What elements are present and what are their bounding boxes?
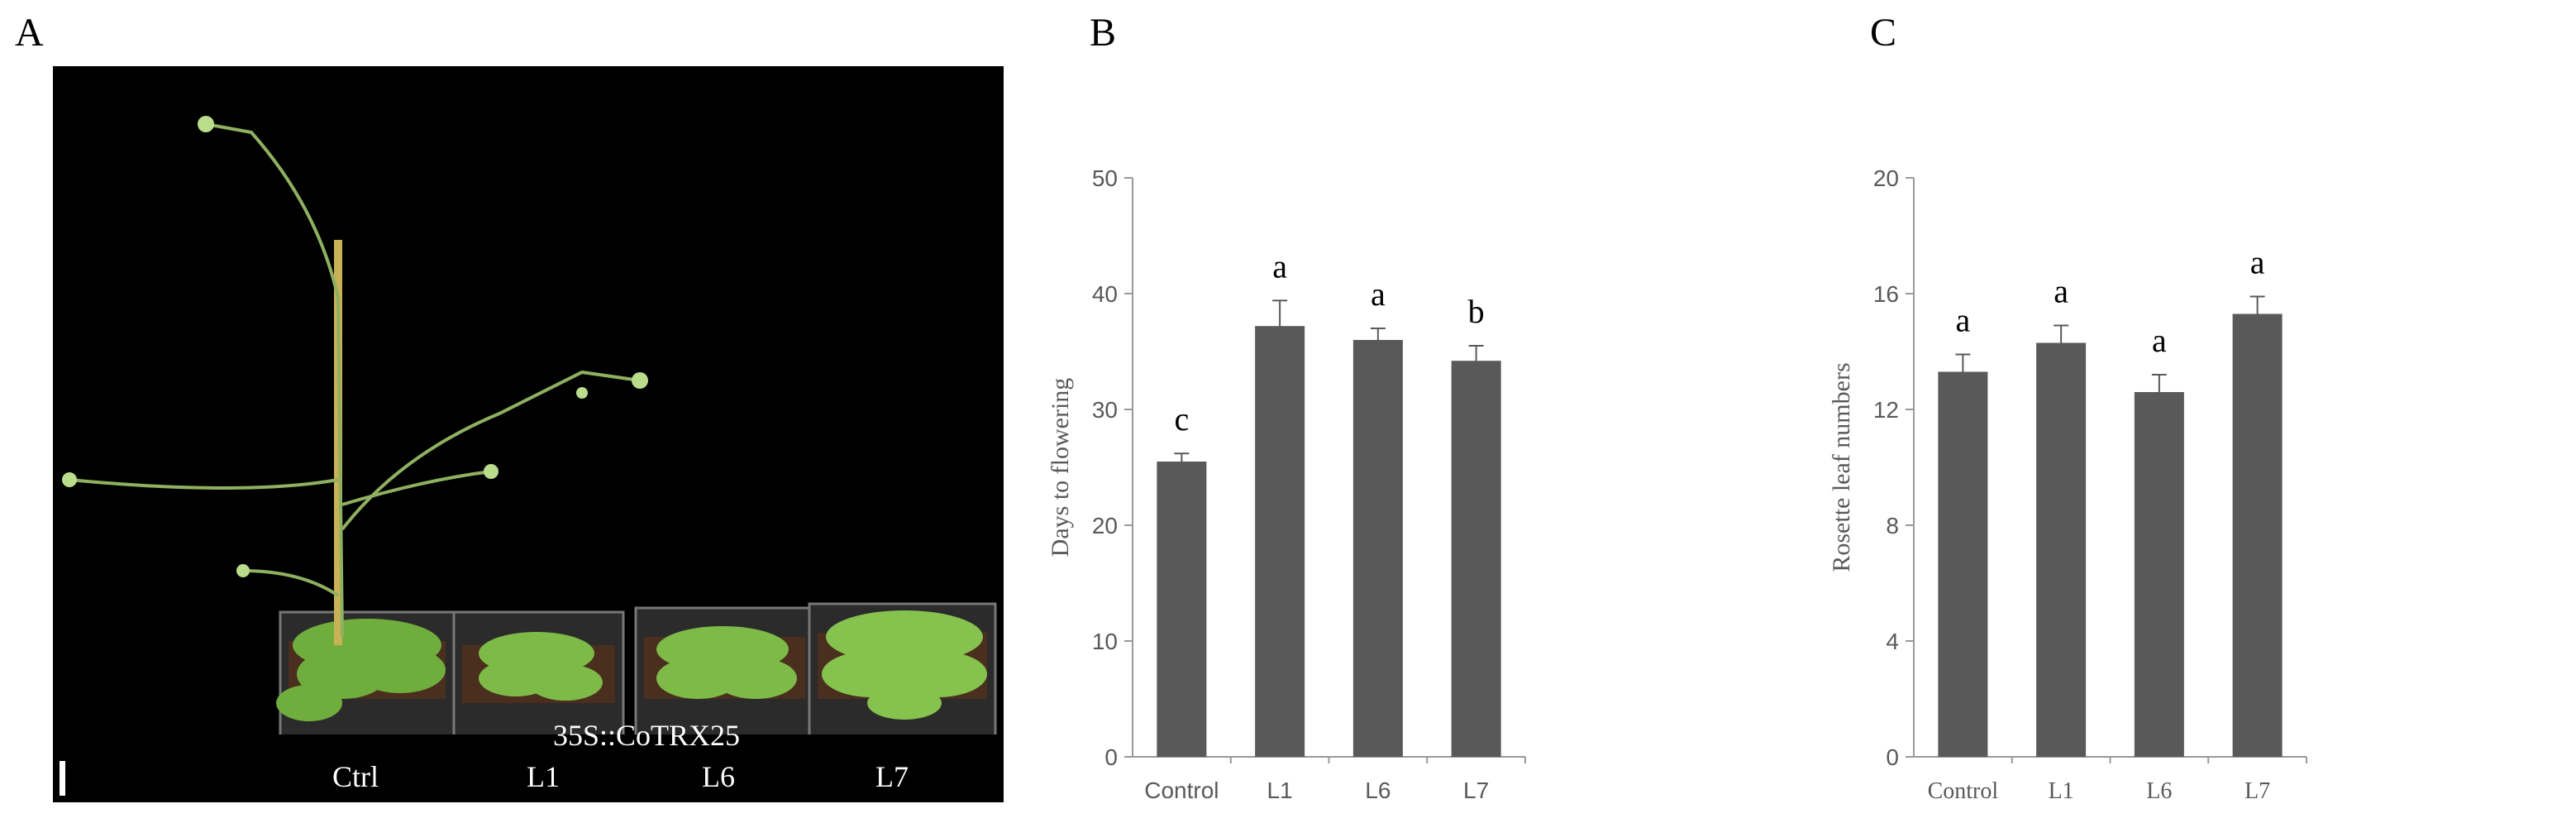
x-tick-label: L1 [2049,778,2074,804]
y-tick-label: 8 [1886,513,1899,538]
bar [1352,340,1403,757]
y-tick-label: 0 [1886,744,1899,770]
panel-label-c: C [1870,11,1897,55]
y-tick-label: 30 [1092,397,1118,423]
bolting-stems [69,122,641,638]
x-tick-label: L1 [1267,778,1293,803]
x-tick-label: Control [1144,778,1219,803]
y-tick-label: 16 [1873,281,1899,307]
rosette-l7 [822,610,987,720]
lane-label-l1: L1 [527,760,560,793]
bar [2232,313,2283,757]
rosette-l6 [656,626,797,699]
flower-clusters [62,116,648,577]
label-band [53,734,1004,802]
plant-photo: 35S::CoTRX25 Ctrl L1 L6 L7 [53,66,1004,802]
y-tick-label: 20 [1873,165,1899,191]
x-tick-label: L7 [2244,778,2270,804]
significance-label: a [2152,322,2167,359]
bar [1938,371,1988,757]
scale-bar [60,761,65,796]
y-tick-label: 4 [1886,629,1899,654]
lane-label-l6: L6 [702,760,735,793]
plant-illustration [53,116,1004,802]
significance-label: a [1955,302,1970,339]
rosette-l1 [479,632,603,701]
bar [1157,462,1207,757]
lane-label-ctrl: Ctrl [332,760,379,793]
x-tick-label: Control [1928,778,1999,804]
panel-label-a: A [15,11,44,55]
support-stake [334,240,342,645]
construct-label: 35S::CoTRX25 [553,719,741,752]
y-axis-label: Rosette leaf numbers [1828,362,1855,572]
bar [1451,361,1501,757]
significance-label: a [2054,273,2068,310]
bar [2134,392,2184,757]
y-tick-label: 20 [1092,513,1118,538]
significance-label: a [1371,275,1386,313]
x-tick-label: L7 [1463,778,1489,803]
rosette-ctrl [276,619,446,721]
significance-label: a [1272,247,1287,285]
lane-label-l7: L7 [875,760,909,793]
y-tick-label: 50 [1092,165,1118,191]
y-tick-label: 40 [1092,281,1118,307]
bar [1255,326,1305,757]
x-tick-label: L6 [1365,778,1391,803]
y-tick-label: 12 [1873,397,1899,423]
significance-label: c [1174,400,1189,438]
panel-label-b: B [1090,11,1117,55]
bar [2036,342,2087,757]
x-tick-label: L6 [2146,778,2172,804]
y-tick-label: 0 [1104,744,1118,770]
significance-label: a [2250,244,2265,281]
y-axis-label: Days to flowering [1047,378,1074,557]
significance-label: b [1468,293,1485,330]
y-tick-label: 10 [1092,629,1118,654]
